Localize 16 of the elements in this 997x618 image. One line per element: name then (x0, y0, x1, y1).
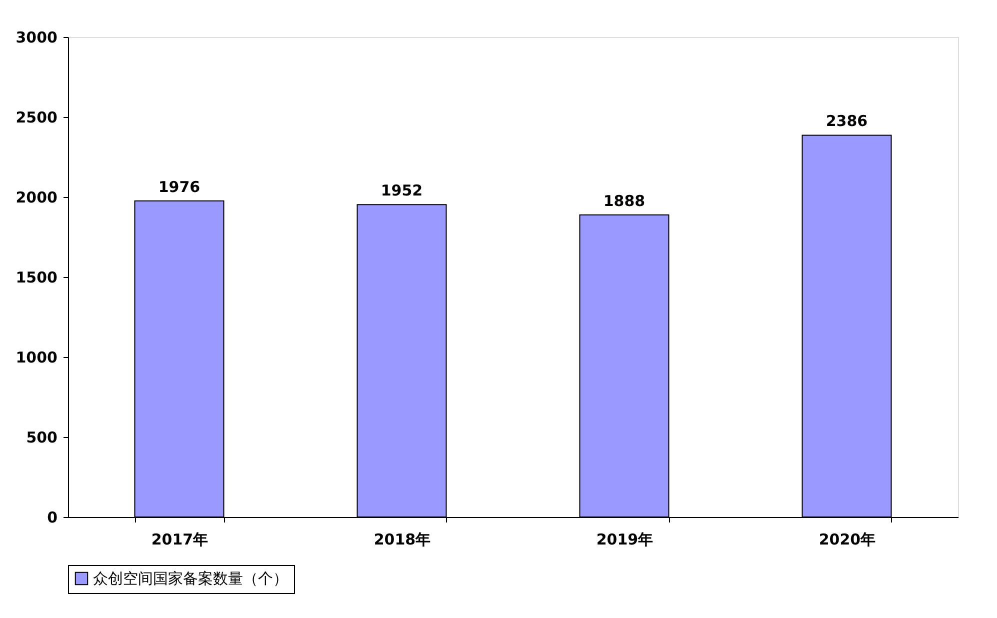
y-tick-label: 1000 (16, 348, 58, 366)
y-tick-label: 3000 (16, 28, 58, 46)
data-label: 1888 (603, 192, 646, 210)
data-label: 2386 (826, 112, 868, 130)
x-tick-label: 2018年 (374, 530, 431, 548)
x-tick-label: 2020年 (818, 530, 876, 548)
legend-label: 众创空间国家备案数量（个） (93, 570, 288, 588)
y-tick-label: 500 (26, 428, 58, 446)
y-tick-label: 2500 (16, 108, 58, 126)
data-label: 1952 (380, 182, 423, 200)
data-label: 1976 (158, 178, 200, 196)
y-tick-label: 2000 (16, 188, 58, 206)
x-tick-label: 2019年 (596, 530, 654, 548)
x-tick-label: 2017年 (151, 530, 208, 548)
y-tick-label: 1500 (16, 268, 58, 286)
y-tick-label: 0 (47, 508, 58, 526)
